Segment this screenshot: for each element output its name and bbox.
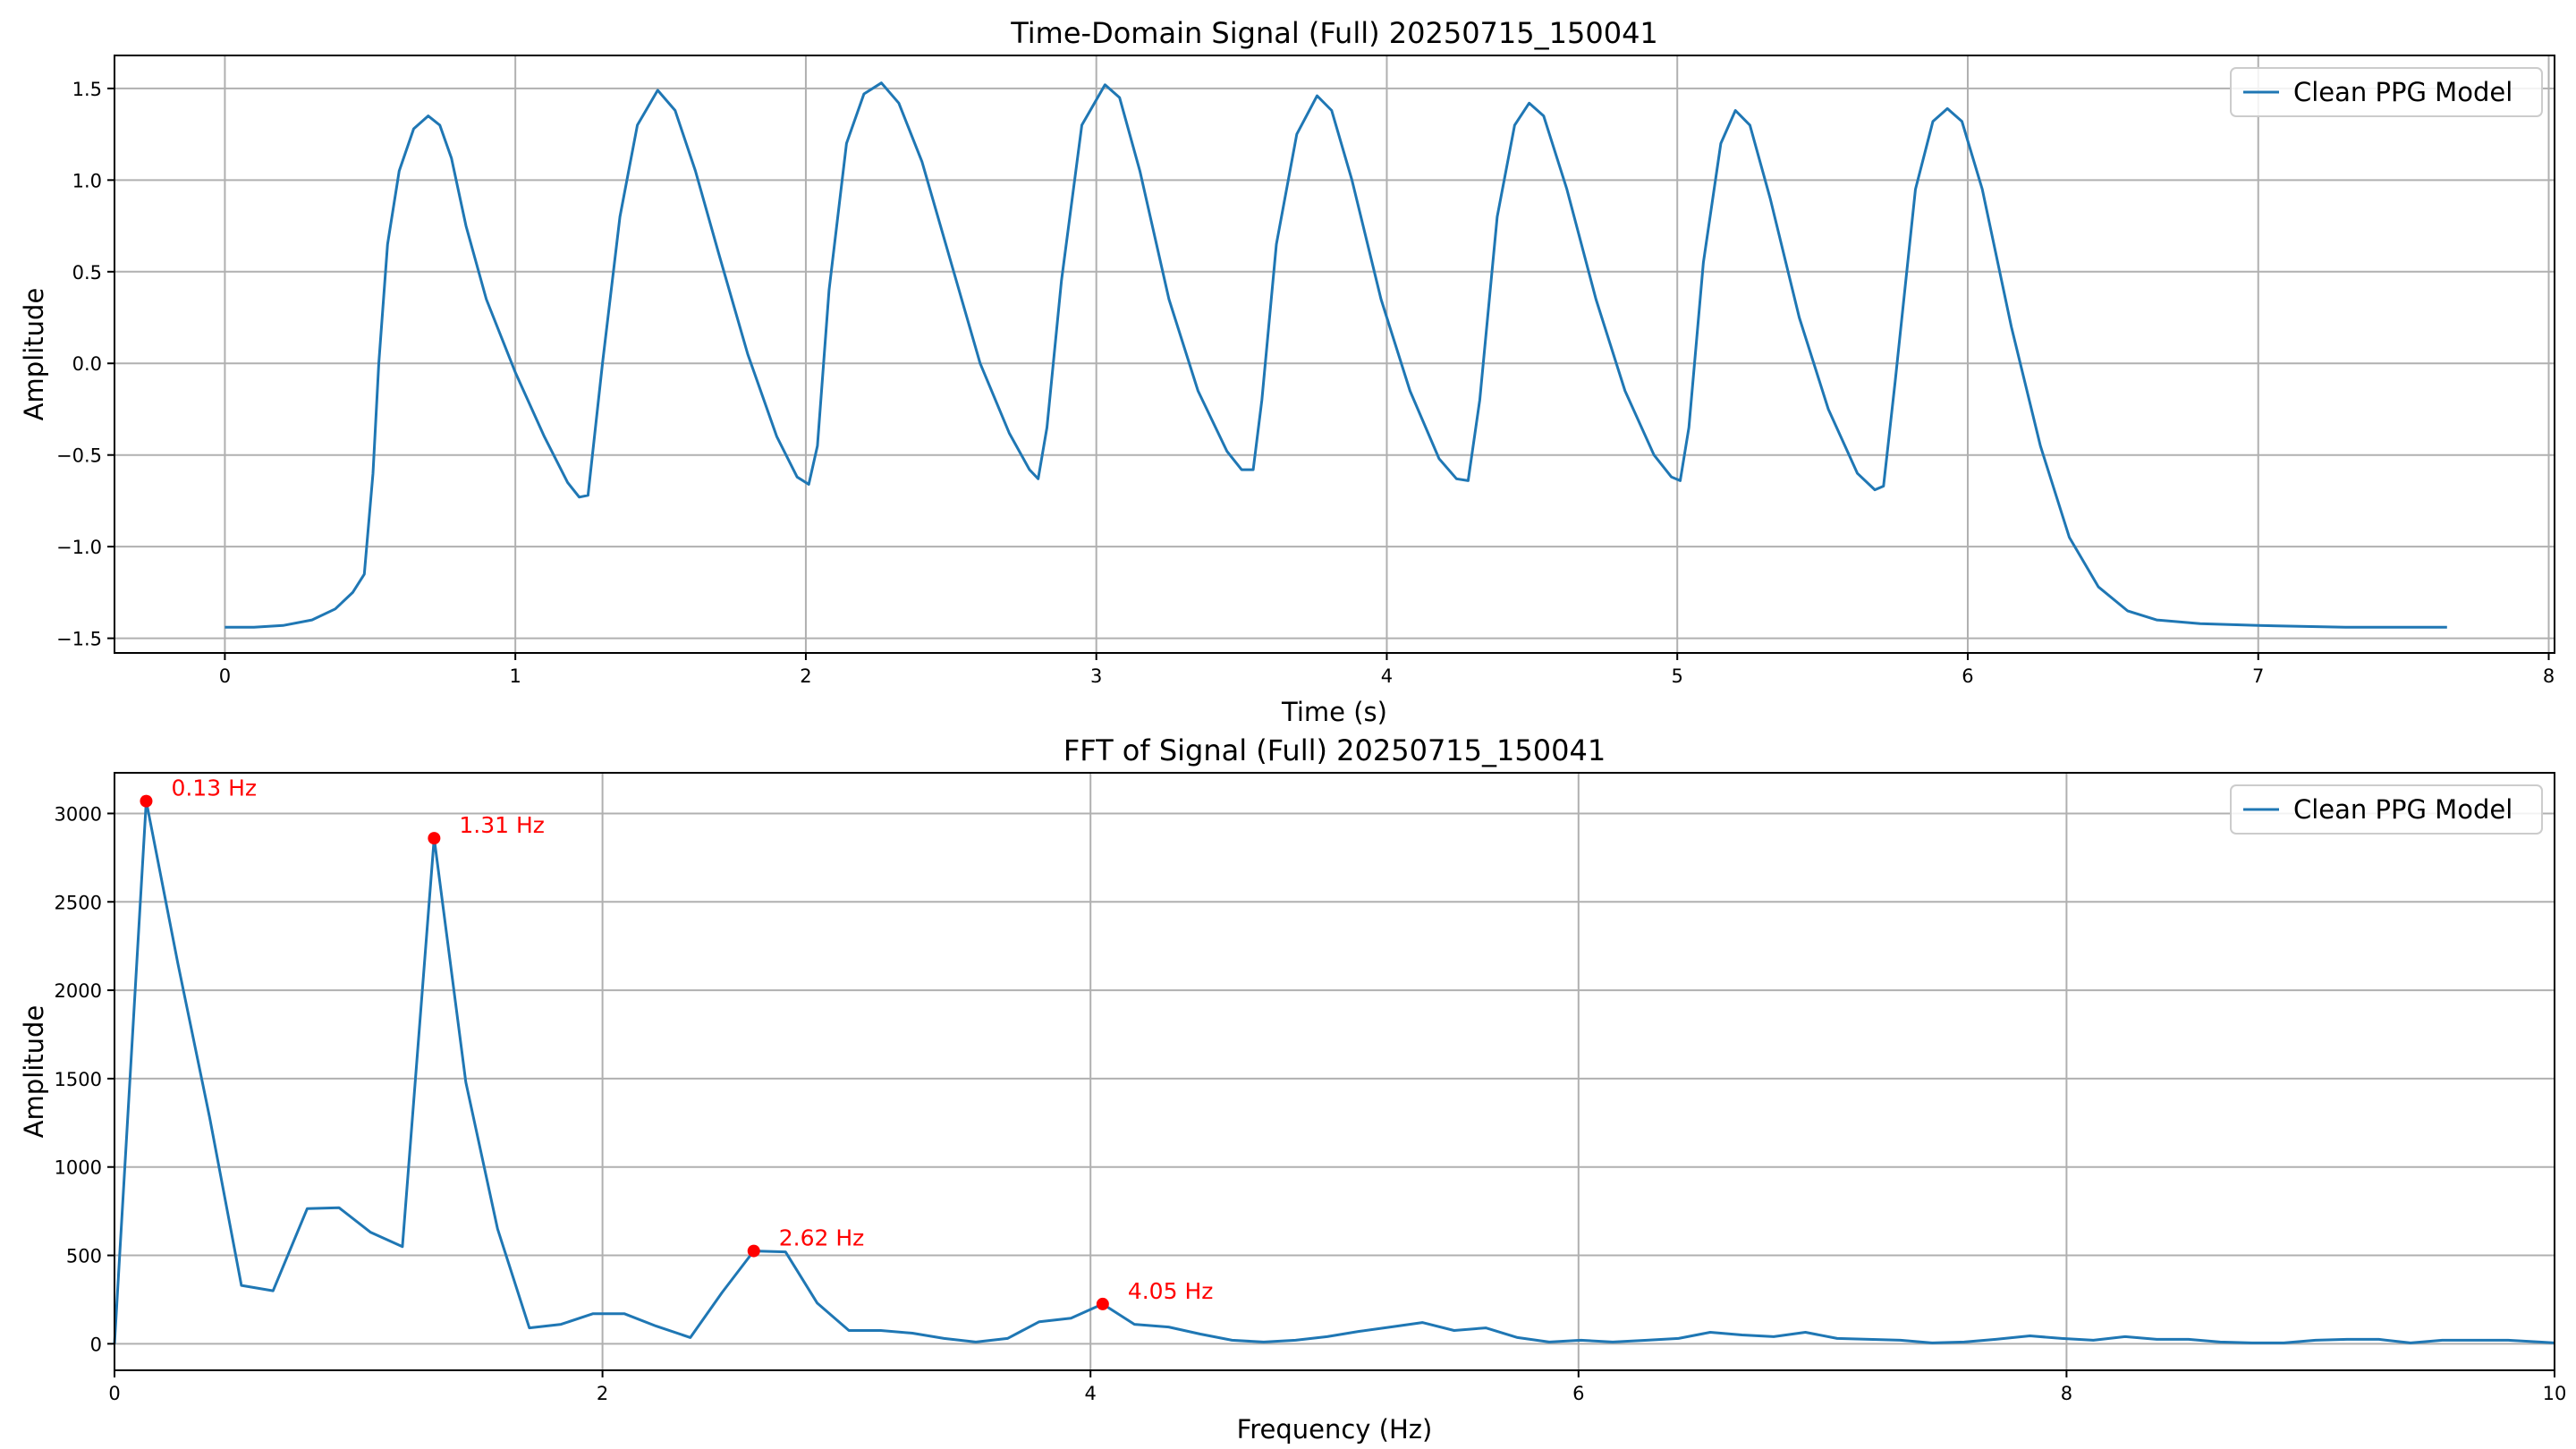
fft-y-axis-label: Amplitude xyxy=(19,1005,49,1139)
fft-y-tick-label: 0 xyxy=(90,1334,102,1355)
fft-peak-label: 0.13 Hz xyxy=(171,775,257,801)
fft-y-tick-label: 3000 xyxy=(55,803,102,825)
time-x-axis-label: Time (s) xyxy=(1281,697,1387,727)
time-x-tick-label: 3 xyxy=(1090,665,1102,687)
fft-chart-title: FFT of Signal (Full) 20250715_150041 xyxy=(1063,733,1606,767)
time-y-tick-label: 1.0 xyxy=(72,170,102,191)
fft-x-tick-label: 8 xyxy=(2061,1383,2072,1404)
fft-chart: 0.13 Hz 1.31 Hz 2.62 Hz 4.05 Hz 0 2 4 6 8 10 0 500 1… xyxy=(19,733,2566,1445)
time-y-axis-label: Amplitude xyxy=(19,288,49,421)
fft-legend-entry: Clean PPG Model xyxy=(2293,794,2512,825)
fft-y-tick-label: 2500 xyxy=(55,892,102,913)
time-y-tick-label: 0.0 xyxy=(72,353,102,375)
fft-peak-marker xyxy=(140,794,153,808)
fft-x-tick-label: 4 xyxy=(1085,1383,1097,1404)
time-series-line xyxy=(225,81,2447,629)
time-legend-entry: Clean PPG Model xyxy=(2293,77,2512,107)
time-legend: Clean PPG Model xyxy=(2230,67,2543,117)
time-y-tick-label: 0.5 xyxy=(72,262,102,284)
fft-x-tick-label: 10 xyxy=(2543,1383,2567,1404)
fft-x-tick-label: 6 xyxy=(1572,1383,1584,1404)
fft-peak-label: 1.31 Hz xyxy=(459,812,545,838)
fft-peak-marker xyxy=(1096,1297,1109,1310)
time-x-tick-label: 1 xyxy=(509,665,521,687)
fft-y-tick-label: 1000 xyxy=(55,1157,102,1179)
time-plot-frame xyxy=(114,55,2555,654)
fft-plot-frame xyxy=(114,772,2555,1371)
time-y-tick-label: −1.5 xyxy=(56,629,102,650)
fft-peak-marker xyxy=(428,832,441,845)
time-x-tick-label: 2 xyxy=(800,665,811,687)
fft-peak-label: 4.05 Hz xyxy=(1128,1278,1214,1304)
fft-x-tick-label: 0 xyxy=(108,1383,120,1404)
time-chart-title: Time-Domain Signal (Full) 20250715_15004… xyxy=(1010,16,1658,50)
time-y-tick-label: −0.5 xyxy=(56,445,102,467)
fft-y-tick-label: 2000 xyxy=(55,980,102,1002)
time-x-tick-label: 7 xyxy=(2252,665,2264,687)
fft-y-tick-label: 1500 xyxy=(55,1069,102,1090)
time-domain-chart: 0 1 2 3 4 5 6 7 8 −1.5 −1.0 −0.5 0.0 0.5 1.0 1.5 Time-Do… xyxy=(19,16,2555,727)
fft-peak-marker xyxy=(747,1244,760,1258)
time-x-tick-label: 8 xyxy=(2543,665,2555,687)
time-x-tick-label: 5 xyxy=(1672,665,1683,687)
time-legend-box xyxy=(2230,67,2543,117)
fft-x-axis-label: Frequency (Hz) xyxy=(1237,1414,1433,1445)
time-x-tick-label: 4 xyxy=(1381,665,1393,687)
time-x-tick-label: 6 xyxy=(1962,665,1973,687)
fft-legend-box xyxy=(2230,784,2543,835)
time-y-tick-label: 1.5 xyxy=(72,79,102,100)
time-y-tick-label: −1.0 xyxy=(56,537,102,558)
time-x-tick-label: 0 xyxy=(219,665,231,687)
fft-legend: Clean PPG Model xyxy=(2230,784,2543,835)
fft-x-tick-label: 2 xyxy=(597,1383,608,1404)
fft-y-tick-label: 500 xyxy=(66,1246,102,1267)
fft-series-line xyxy=(113,800,2555,1344)
fft-peak-label: 2.62 Hz xyxy=(779,1225,865,1251)
